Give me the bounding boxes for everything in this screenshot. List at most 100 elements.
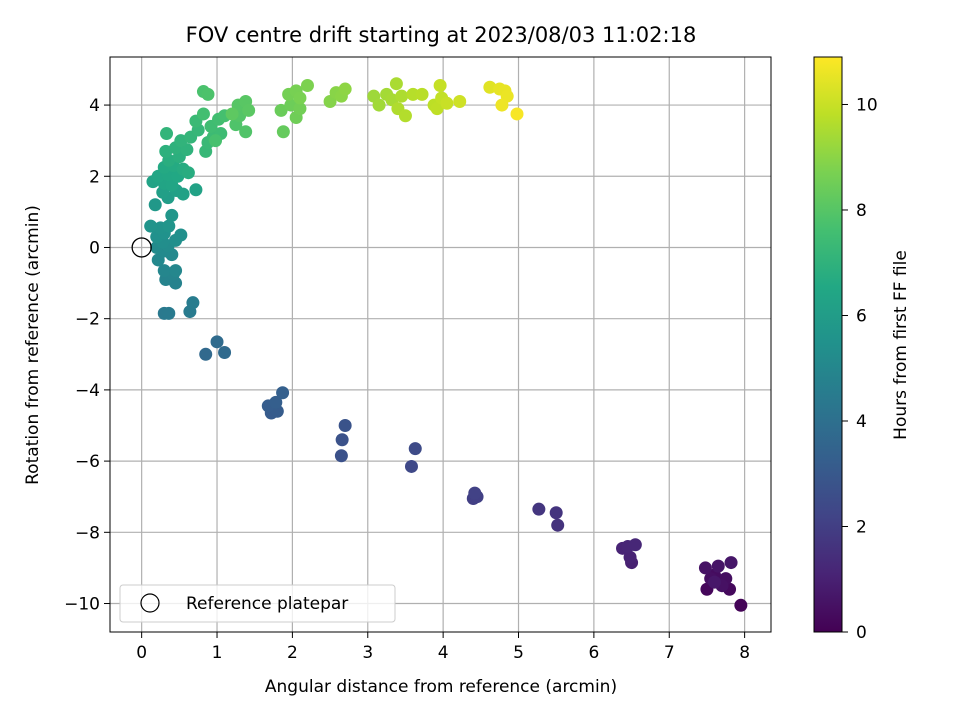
y-axis-label: Rotation from reference (arcmin)	[23, 205, 43, 485]
data-point	[174, 228, 188, 242]
x-tick-label: 5	[513, 643, 524, 663]
colorbar-gradient	[813, 56, 843, 633]
data-point	[549, 506, 563, 520]
x-tick-label: 3	[362, 643, 373, 663]
data-point	[165, 208, 179, 222]
data-point	[169, 264, 183, 278]
data-point	[162, 219, 176, 233]
y-tick-label: −4	[75, 381, 100, 401]
data-point	[157, 264, 171, 278]
x-tick-label: 4	[438, 643, 449, 663]
data-point	[189, 183, 203, 197]
colorbar-tick-label: 0	[856, 623, 867, 643]
data-point	[276, 125, 290, 139]
data-point	[551, 518, 565, 532]
data-point	[395, 89, 409, 103]
data-point	[440, 96, 454, 110]
data-point	[300, 78, 314, 92]
data-point	[160, 127, 174, 141]
data-point	[468, 486, 482, 500]
chart-title: FOV centre drift starting at 2023/08/03 …	[186, 23, 697, 47]
legend-marker-icon	[140, 593, 160, 613]
data-point	[623, 550, 637, 564]
data-point	[734, 598, 748, 612]
data-point	[483, 80, 497, 94]
colorbar-tick-label: 4	[856, 412, 867, 432]
data-point	[430, 102, 444, 116]
data-point	[415, 87, 429, 101]
data-point	[225, 107, 239, 121]
y-tick-label: −10	[64, 595, 100, 615]
data-point	[159, 144, 173, 158]
data-point	[276, 386, 290, 400]
data-point	[209, 134, 223, 148]
data-point	[186, 296, 200, 310]
data-point	[628, 538, 642, 552]
data-point	[389, 77, 403, 91]
data-point	[335, 433, 349, 447]
y-tick-label: −6	[75, 452, 100, 472]
colorbar-tick-label: 2	[856, 517, 867, 537]
x-tick-label: 1	[212, 643, 223, 663]
data-point	[162, 306, 176, 320]
data-point	[338, 82, 352, 96]
data-point	[406, 87, 420, 101]
y-tick-label: 4	[89, 96, 100, 116]
x-tick-label: 0	[136, 643, 147, 663]
colorbar-tick-label: 6	[856, 306, 867, 326]
data-point	[532, 502, 546, 516]
legend-entry: Reference platepar	[186, 594, 348, 614]
x-axis-ticks: 0 1 2 3 4 5 6 7 8	[136, 632, 750, 663]
colorbar-label: Hours from first FF file	[891, 250, 911, 440]
data-point	[398, 109, 412, 123]
data-point	[293, 91, 307, 105]
colorbar-tick-label: 8	[856, 201, 867, 221]
data-point	[196, 107, 210, 121]
y-axis-ticks: −10 −8 −6 −4 −2 0 2 4	[64, 96, 110, 615]
data-point	[510, 107, 524, 121]
data-point	[372, 98, 386, 112]
data-point	[174, 134, 188, 148]
data-point	[148, 198, 162, 212]
data-point	[269, 395, 283, 409]
y-tick-label: −8	[75, 523, 100, 543]
data-point	[199, 347, 213, 361]
data-point	[201, 87, 215, 101]
reference-marker-group	[131, 237, 152, 258]
data-point	[239, 125, 253, 139]
data-point	[495, 98, 509, 112]
data-point	[453, 95, 467, 109]
reference-marker	[131, 237, 152, 258]
data-point	[293, 102, 307, 116]
data-points	[144, 77, 748, 612]
colorbar: 0 2 4 6 8 10 Hours from first FF file	[813, 56, 911, 643]
data-point	[274, 103, 288, 117]
data-point	[433, 78, 447, 92]
x-tick-label: 8	[739, 643, 750, 663]
data-point	[404, 459, 418, 473]
x-tick-label: 6	[588, 643, 599, 663]
data-point	[242, 103, 256, 117]
data-point	[698, 561, 712, 575]
data-point	[408, 442, 422, 456]
x-tick-label: 7	[664, 643, 675, 663]
data-point	[210, 335, 224, 349]
data-point	[181, 166, 195, 180]
data-point	[218, 346, 232, 360]
data-point	[338, 418, 352, 432]
y-tick-label: 2	[89, 167, 100, 187]
colorbar-tick-label: 10	[856, 95, 878, 115]
legend: Reference platepar	[119, 584, 396, 623]
y-tick-label: −2	[75, 310, 100, 330]
data-point	[707, 575, 721, 589]
legend-box	[119, 584, 396, 623]
data-point	[144, 219, 158, 233]
x-tick-label: 2	[287, 643, 298, 663]
y-tick-label: 0	[89, 238, 100, 258]
data-point	[711, 559, 725, 573]
data-point	[176, 187, 190, 201]
data-point	[724, 556, 738, 570]
x-axis-label: Angular distance from reference (arcmin)	[265, 677, 617, 697]
data-point	[334, 449, 348, 463]
